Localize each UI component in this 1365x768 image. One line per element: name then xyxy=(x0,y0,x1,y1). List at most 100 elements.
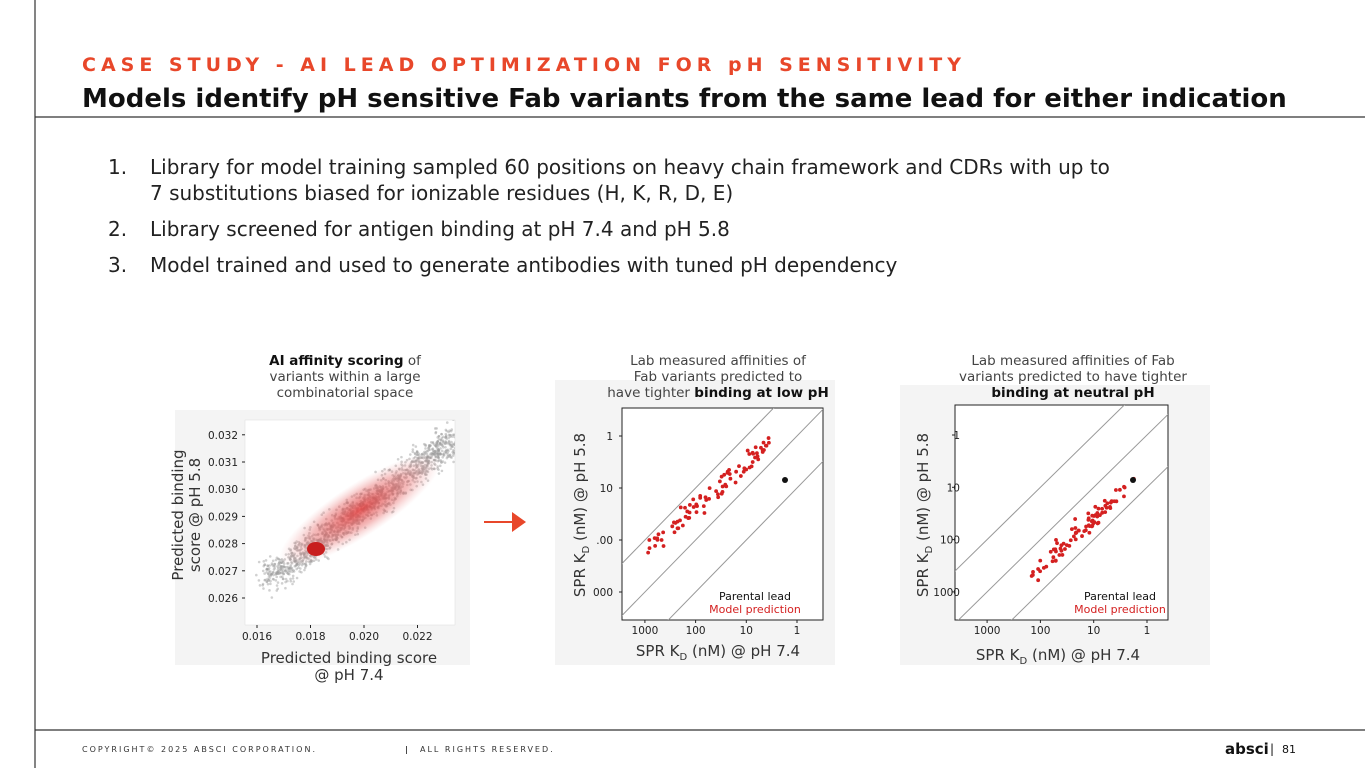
density-dot xyxy=(450,456,453,459)
density-dot xyxy=(267,574,271,578)
density-dot xyxy=(431,441,435,445)
variant-dot xyxy=(720,484,725,489)
density-dot xyxy=(263,572,266,575)
plot-area xyxy=(621,407,824,621)
density-dot xyxy=(273,566,277,570)
variant-dot xyxy=(1073,517,1078,521)
density-dot xyxy=(279,575,282,579)
density-dot xyxy=(453,443,455,446)
density-dot xyxy=(284,586,287,590)
density-dot xyxy=(292,580,296,583)
density-dot xyxy=(272,564,275,568)
density-dot xyxy=(267,567,271,570)
density-dot xyxy=(431,447,434,451)
density-dot xyxy=(446,451,449,455)
density-dot xyxy=(263,563,266,567)
density-dot xyxy=(430,451,434,455)
density-dot xyxy=(288,572,291,576)
density-dot xyxy=(454,440,455,442)
density-dot xyxy=(261,582,265,586)
density-dot xyxy=(271,563,274,567)
density-dot xyxy=(451,433,455,437)
axis-label-part: SPR K xyxy=(636,642,681,660)
density-dot xyxy=(284,580,287,584)
variant-dot xyxy=(1053,547,1058,552)
x-tick-label: 0.020 xyxy=(349,631,379,643)
variant-dot xyxy=(1108,506,1113,511)
density-dot xyxy=(441,460,445,463)
density-dot xyxy=(269,574,272,578)
density-dot xyxy=(295,576,299,580)
density-dot xyxy=(436,449,439,453)
x-tick-label: 10 xyxy=(1087,625,1100,637)
caption-part: variants within a large xyxy=(269,369,420,385)
density-dot xyxy=(436,436,439,439)
y-tick-label: 100 xyxy=(940,535,960,547)
variant-dot xyxy=(647,538,652,542)
axis-label-sub: D xyxy=(924,546,935,554)
plot xyxy=(622,408,823,620)
density-dot xyxy=(447,442,451,445)
density-dot xyxy=(276,564,279,568)
density-dot xyxy=(442,453,445,456)
density-dot xyxy=(277,569,280,573)
variant-dot xyxy=(720,489,725,494)
variant-dot xyxy=(733,480,738,485)
variant-dot xyxy=(749,464,754,469)
variant-dot xyxy=(1071,534,1076,539)
diagonal xyxy=(957,413,1168,620)
density-dot xyxy=(417,452,420,455)
variant-dot xyxy=(672,520,676,525)
caption: variants within a large xyxy=(269,369,420,385)
density-dot xyxy=(284,568,287,572)
caption-part: AI affinity scoring xyxy=(269,353,403,369)
density-dot xyxy=(261,569,265,573)
density-dot xyxy=(263,578,266,582)
density-dot xyxy=(423,450,426,454)
density-dot xyxy=(414,445,418,448)
variant-dot xyxy=(1122,484,1126,489)
axis-label: @ pH 7.4 xyxy=(314,666,383,684)
density-dot xyxy=(275,575,278,579)
density-dot xyxy=(267,579,271,582)
y-tick-label: 1000 xyxy=(933,587,960,599)
density-dot xyxy=(429,444,432,447)
variant-dot xyxy=(1109,499,1114,504)
x-tick-label: 0.022 xyxy=(402,631,432,643)
y-tick-label: 0.029 xyxy=(208,511,238,523)
density-dot xyxy=(440,443,443,447)
density-dot xyxy=(424,451,427,455)
variant-dot xyxy=(755,451,759,456)
density-dot xyxy=(273,562,277,566)
density-dot xyxy=(435,452,439,456)
density-dot xyxy=(276,566,280,570)
density-dot xyxy=(265,567,269,571)
variant-dot xyxy=(1122,494,1126,499)
density-dot xyxy=(451,454,455,457)
density-dot xyxy=(269,579,272,583)
density-dot xyxy=(286,567,290,571)
variant-dot xyxy=(722,472,727,477)
density-dot xyxy=(439,447,442,450)
caption-part: binding at neutral pH xyxy=(991,385,1154,401)
density-dot xyxy=(281,568,284,571)
variant-dot xyxy=(661,530,666,535)
y-tick-label: 0.027 xyxy=(208,566,238,578)
density-dot xyxy=(448,429,451,432)
variant-dot xyxy=(704,498,709,502)
density-dot xyxy=(447,436,451,439)
density-dot xyxy=(427,447,430,450)
density-dot xyxy=(447,433,451,437)
density-dot xyxy=(442,454,446,457)
density-dot xyxy=(413,451,417,455)
density-dot xyxy=(274,558,278,562)
density-dot xyxy=(299,567,302,570)
density-dot xyxy=(263,563,267,567)
density-dot xyxy=(411,443,415,447)
variant-dot xyxy=(761,440,766,445)
density-dot xyxy=(275,572,279,575)
density-dot xyxy=(448,442,452,446)
